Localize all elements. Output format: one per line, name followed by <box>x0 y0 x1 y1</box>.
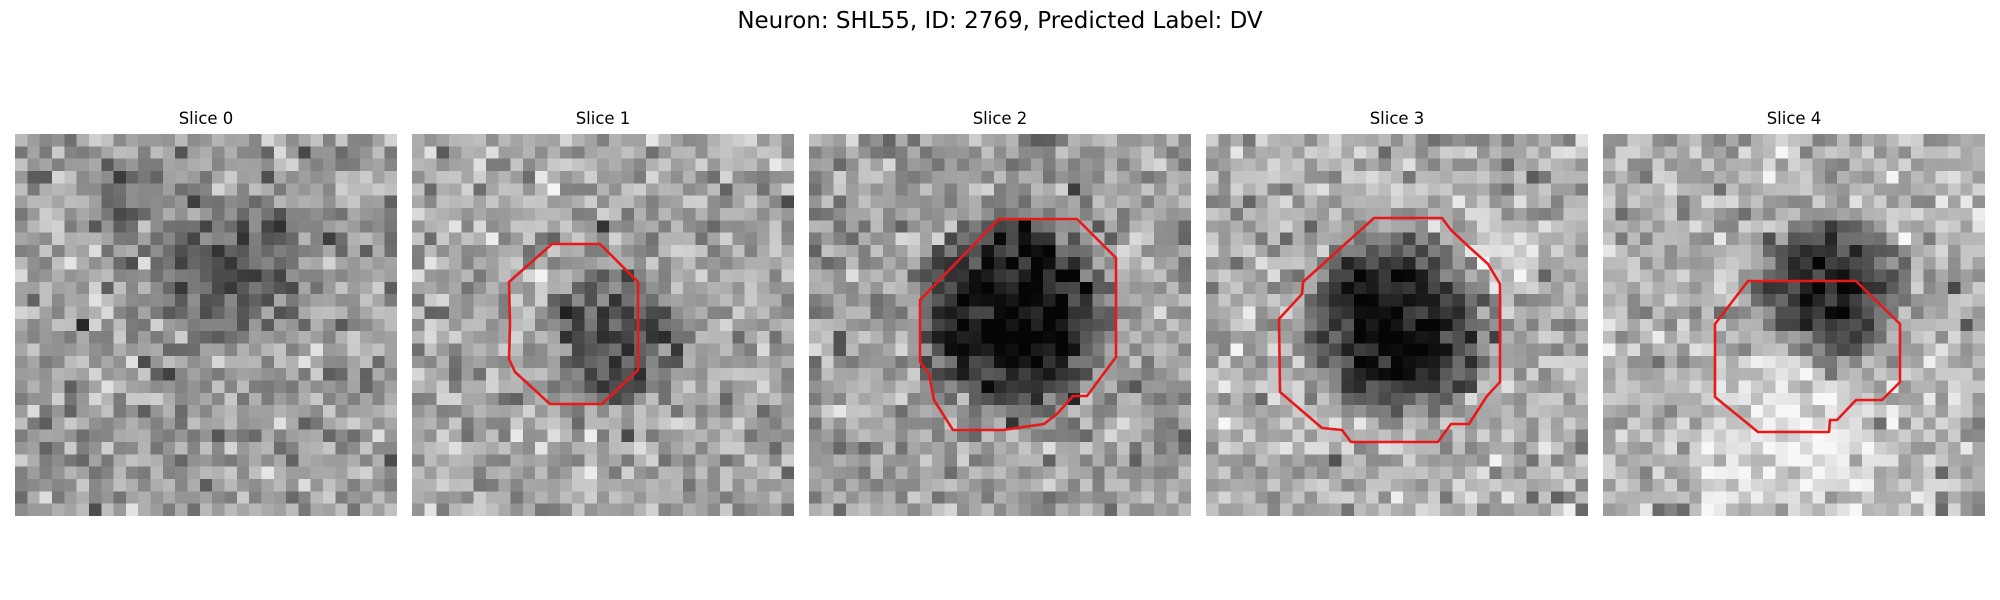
figure-title: Neuron: SHL55, ID: 2769, Predicted Label… <box>737 8 1263 34</box>
slice-image-1 <box>412 134 794 516</box>
slice-2-pixel-grid <box>809 134 1191 516</box>
slice-1-pixel-grid <box>412 134 794 516</box>
slice-3-pixel-grid <box>1206 134 1588 516</box>
slice-image-3 <box>1206 134 1588 516</box>
slice-image-2 <box>809 134 1191 516</box>
slice-0-pixel-grid <box>15 134 397 516</box>
slice-title-2: Slice 2 <box>972 109 1028 128</box>
roi-outline-4 <box>1713 279 1902 434</box>
roi-outline-1 <box>507 242 640 406</box>
slice-title-0: Slice 0 <box>178 109 234 128</box>
slice-image-0 <box>15 134 397 516</box>
slice-panel-4: Slice 4 <box>1603 108 1985 518</box>
slice-panel-2: Slice 2 <box>809 108 1191 518</box>
slice-title-4: Slice 4 <box>1766 109 1822 128</box>
slice-4-pixel-grid <box>1603 134 1985 516</box>
roi-outline-2 <box>918 217 1118 432</box>
slice-title-1: Slice 1 <box>575 109 631 128</box>
slice-panel-0: Slice 0 <box>15 108 397 518</box>
slice-panel-1: Slice 1 <box>412 108 794 518</box>
roi-outline-3 <box>1277 216 1502 444</box>
slice-image-4 <box>1603 134 1985 516</box>
slice-panel-3: Slice 3 <box>1206 108 1588 518</box>
slice-title-3: Slice 3 <box>1369 109 1425 128</box>
